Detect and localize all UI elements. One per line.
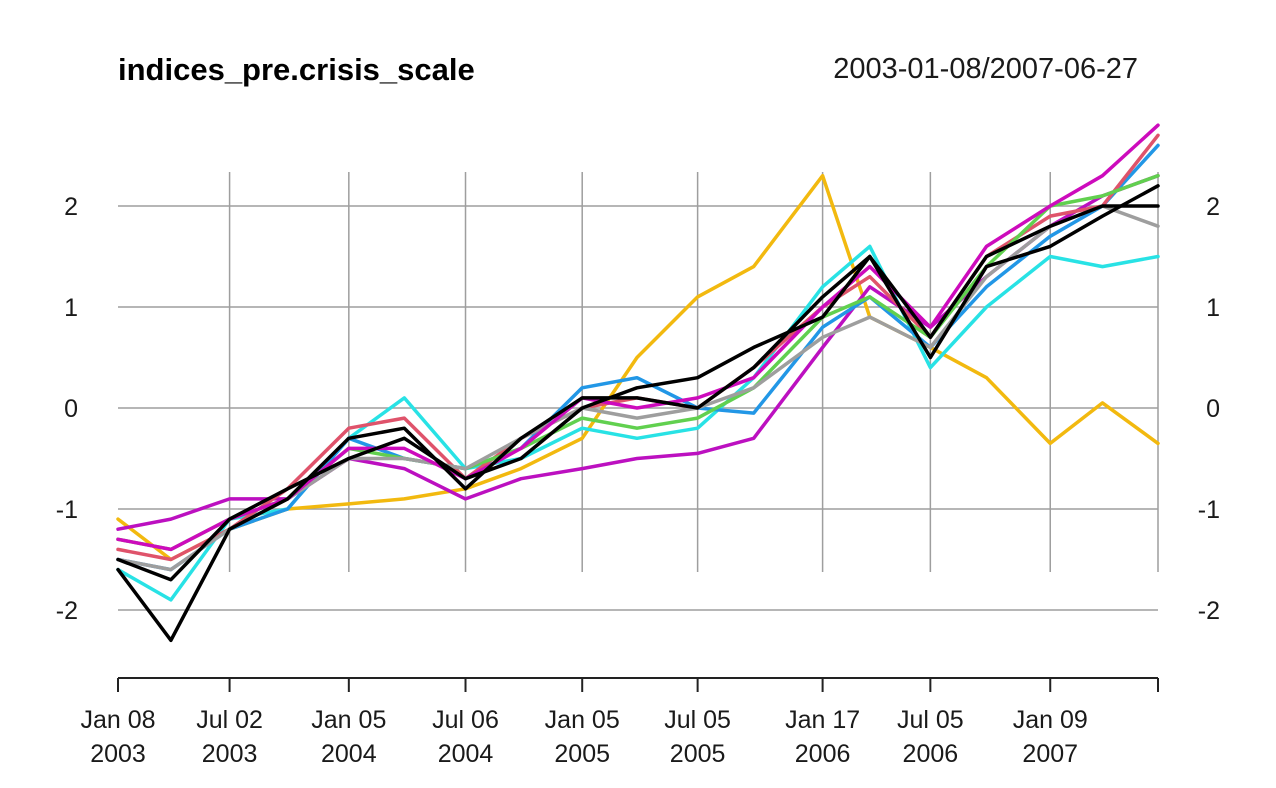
x-tick-label-date: Jan 05 (311, 706, 386, 734)
y-tick-label-right: 1 (1206, 294, 1220, 322)
x-tick-label-year: 2007 (1022, 740, 1078, 768)
x-tick-label-date: Jul 05 (664, 706, 731, 734)
y-tick-label-left: -1 (56, 496, 78, 524)
x-tick-label-year: 2003 (202, 740, 258, 768)
y-tick-label-right: 2 (1206, 193, 1220, 221)
series-lines (116, 123, 1160, 643)
series-line-10 (116, 204, 1160, 582)
x-tick-label-year: 2006 (903, 740, 959, 768)
series-line-9 (116, 184, 1160, 643)
y-tick-label-right: 0 (1206, 395, 1220, 423)
x-tick-label-year: 2005 (670, 740, 726, 768)
y-tick-label-left: 1 (64, 294, 78, 322)
y-tick-label-left: 0 (64, 395, 78, 423)
x-tick-label-year: 2003 (90, 740, 146, 768)
x-tick-label-year: 2006 (795, 740, 851, 768)
y-tick-label-left: 2 (64, 193, 78, 221)
y-tick-label-right: -2 (1198, 597, 1220, 625)
date-range-label: 2003-01-08/2007-06-27 (833, 53, 1138, 85)
y-tick-label-left: -2 (56, 597, 78, 625)
x-tick-label-date: Jan 08 (80, 706, 155, 734)
y-tick-label-right: -1 (1198, 496, 1220, 524)
x-tick-label-date: Jul 02 (196, 706, 263, 734)
x-tick-label-date: Jul 06 (432, 706, 499, 734)
x-tick-label-year: 2005 (554, 740, 610, 768)
axes: -2 -2 -1 -1 0 0 1 1 2 2 Jan 08 2003 Jul 02 2003 Jan 05… (56, 193, 1220, 768)
x-tick-label-date: Jul 05 (897, 706, 964, 734)
series-line-4 (116, 143, 1160, 572)
x-tick-label-date: Jan 09 (1013, 706, 1088, 734)
x-tick-label-date: Jan 17 (785, 706, 860, 734)
grid-lines (118, 172, 1159, 611)
chart-title: indices_pre.crisis_scale (118, 52, 475, 87)
x-tick-label-date: Jan 05 (545, 706, 620, 734)
x-tick-label-year: 2004 (321, 740, 377, 768)
x-tick-label-year: 2004 (438, 740, 494, 768)
